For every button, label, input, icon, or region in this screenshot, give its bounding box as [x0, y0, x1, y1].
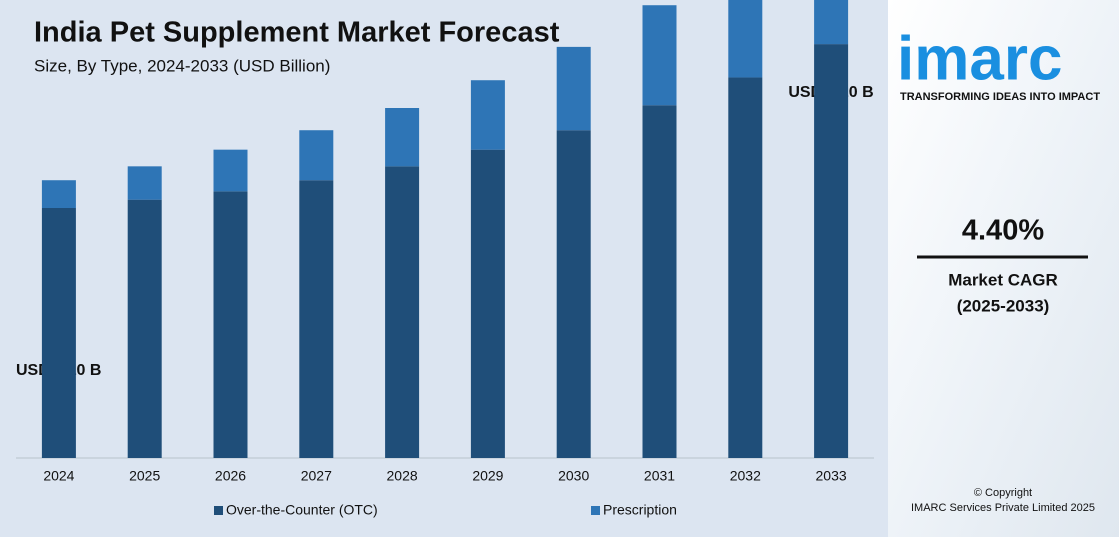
cagr-label: Market CAGR — [948, 270, 1058, 289]
bar-segment — [728, 77, 763, 458]
x-tick-label: 2030 — [558, 468, 589, 484]
bar-segment — [814, 0, 849, 45]
bar-segment — [41, 208, 76, 458]
sidebar-background — [888, 0, 1119, 537]
legend-swatch — [591, 506, 600, 515]
bar-segment — [127, 199, 162, 458]
bar-segment — [470, 149, 505, 458]
x-tick-label: 2029 — [472, 468, 503, 484]
cagr-period: (2025-2033) — [957, 296, 1050, 315]
x-tick-label: 2027 — [301, 468, 332, 484]
bar-segment — [213, 149, 248, 192]
bar-segment — [127, 166, 162, 200]
bar-segment — [299, 180, 334, 458]
x-tick-label: 2025 — [129, 468, 160, 484]
logo: imarc — [897, 24, 1062, 93]
legend-label: Prescription — [603, 502, 677, 518]
bar-segment — [814, 44, 849, 458]
x-tick-label: 2031 — [644, 468, 675, 484]
legend-label: Over-the-Counter (OTC) — [226, 502, 378, 518]
x-tick-label: 2026 — [215, 468, 246, 484]
cagr-value: 4.40% — [962, 215, 1044, 247]
bar-segment — [41, 180, 76, 208]
bar-segment — [213, 191, 248, 459]
legend-swatch — [214, 506, 223, 515]
x-tick-label: 2033 — [816, 468, 847, 484]
tagline: TRANSFORMING IDEAS INTO IMPACT — [900, 91, 1100, 103]
bar-segment — [556, 46, 591, 131]
chart-title: India Pet Supplement Market Forecast — [34, 17, 560, 49]
bar-segment — [642, 105, 677, 458]
bar-segment — [556, 130, 591, 458]
chart-subtitle: Size, By Type, 2024-2033 (USD Billion) — [34, 56, 330, 75]
x-tick-label: 2028 — [387, 468, 418, 484]
bar-segment — [299, 130, 334, 181]
copyright: © Copyright — [974, 487, 1032, 499]
x-tick-label: 2032 — [730, 468, 761, 484]
company: IMARC Services Private Limited 2025 — [911, 502, 1095, 514]
bar-segment — [470, 80, 505, 150]
bar-segment — [385, 108, 420, 167]
bar-segment — [385, 166, 420, 459]
x-tick-label: 2024 — [43, 468, 74, 484]
bar-segment — [642, 5, 677, 106]
bar-segment — [728, 0, 763, 78]
